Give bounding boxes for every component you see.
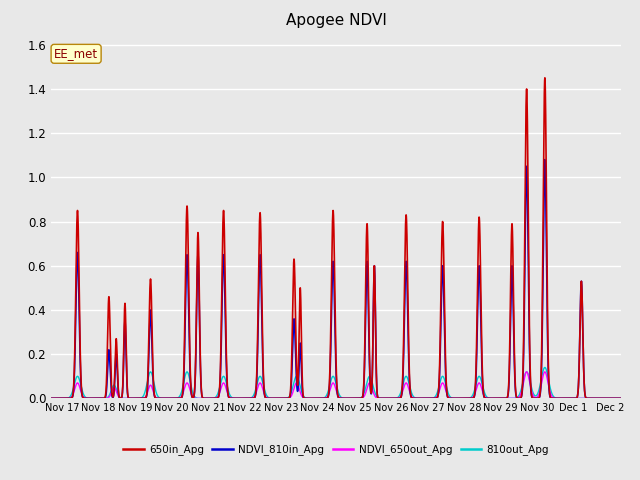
Legend: 650in_Apg, NDVI_810in_Apg, NDVI_650out_Apg, 810out_Apg: 650in_Apg, NDVI_810in_Apg, NDVI_650out_A…	[119, 440, 553, 459]
Title: Apogee NDVI: Apogee NDVI	[285, 13, 387, 28]
Text: EE_met: EE_met	[54, 48, 98, 60]
